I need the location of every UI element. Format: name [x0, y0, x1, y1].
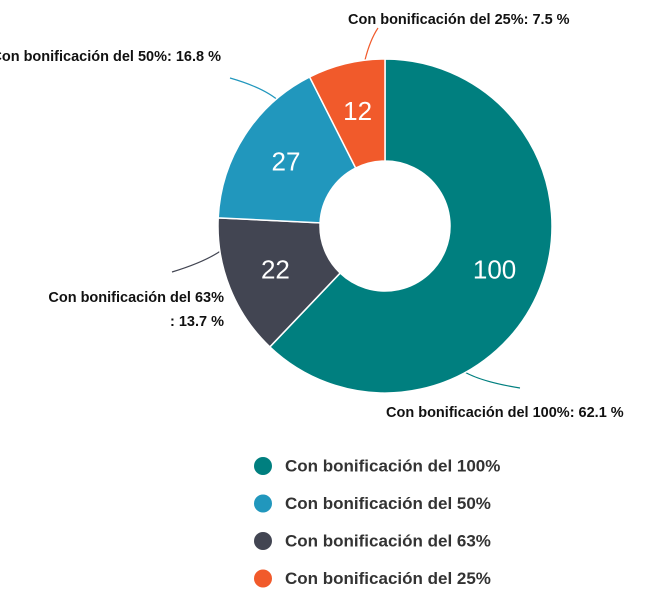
- legend-label: Con bonificación del 25%: [285, 569, 491, 588]
- slice-label: Con bonificación del 63%: [48, 290, 224, 306]
- legend-swatch: [254, 569, 272, 588]
- value-label: 22: [261, 255, 290, 285]
- slice-label: Con bonificación del 25%: 7.5 %: [348, 12, 570, 28]
- legend-label: Con bonificación del 50%: [285, 494, 491, 513]
- slice: [217, 75, 357, 224]
- value-label: 12: [343, 96, 372, 126]
- slice: [217, 217, 342, 348]
- legend-label: Con bonificación del 63%: [285, 531, 491, 550]
- value-label: 100: [473, 255, 516, 285]
- value-label: 27: [272, 147, 301, 177]
- slice: [268, 58, 553, 394]
- legend-swatch: [254, 494, 272, 513]
- slice-label: Con bonificación del 50%: 16.8 %: [0, 49, 221, 65]
- legend-swatch: [254, 457, 272, 475]
- leader-line: [364, 27, 379, 61]
- slice-label: : 13.7 %: [170, 314, 224, 330]
- leader-line: [229, 77, 281, 103]
- legend-label: Con bonificación del 100%: [285, 456, 500, 475]
- slice-label: Con bonificación del 100%: 62.1 %: [386, 405, 624, 421]
- legend-swatch: [254, 532, 272, 550]
- leader-line: [171, 249, 223, 273]
- slice: [308, 58, 386, 170]
